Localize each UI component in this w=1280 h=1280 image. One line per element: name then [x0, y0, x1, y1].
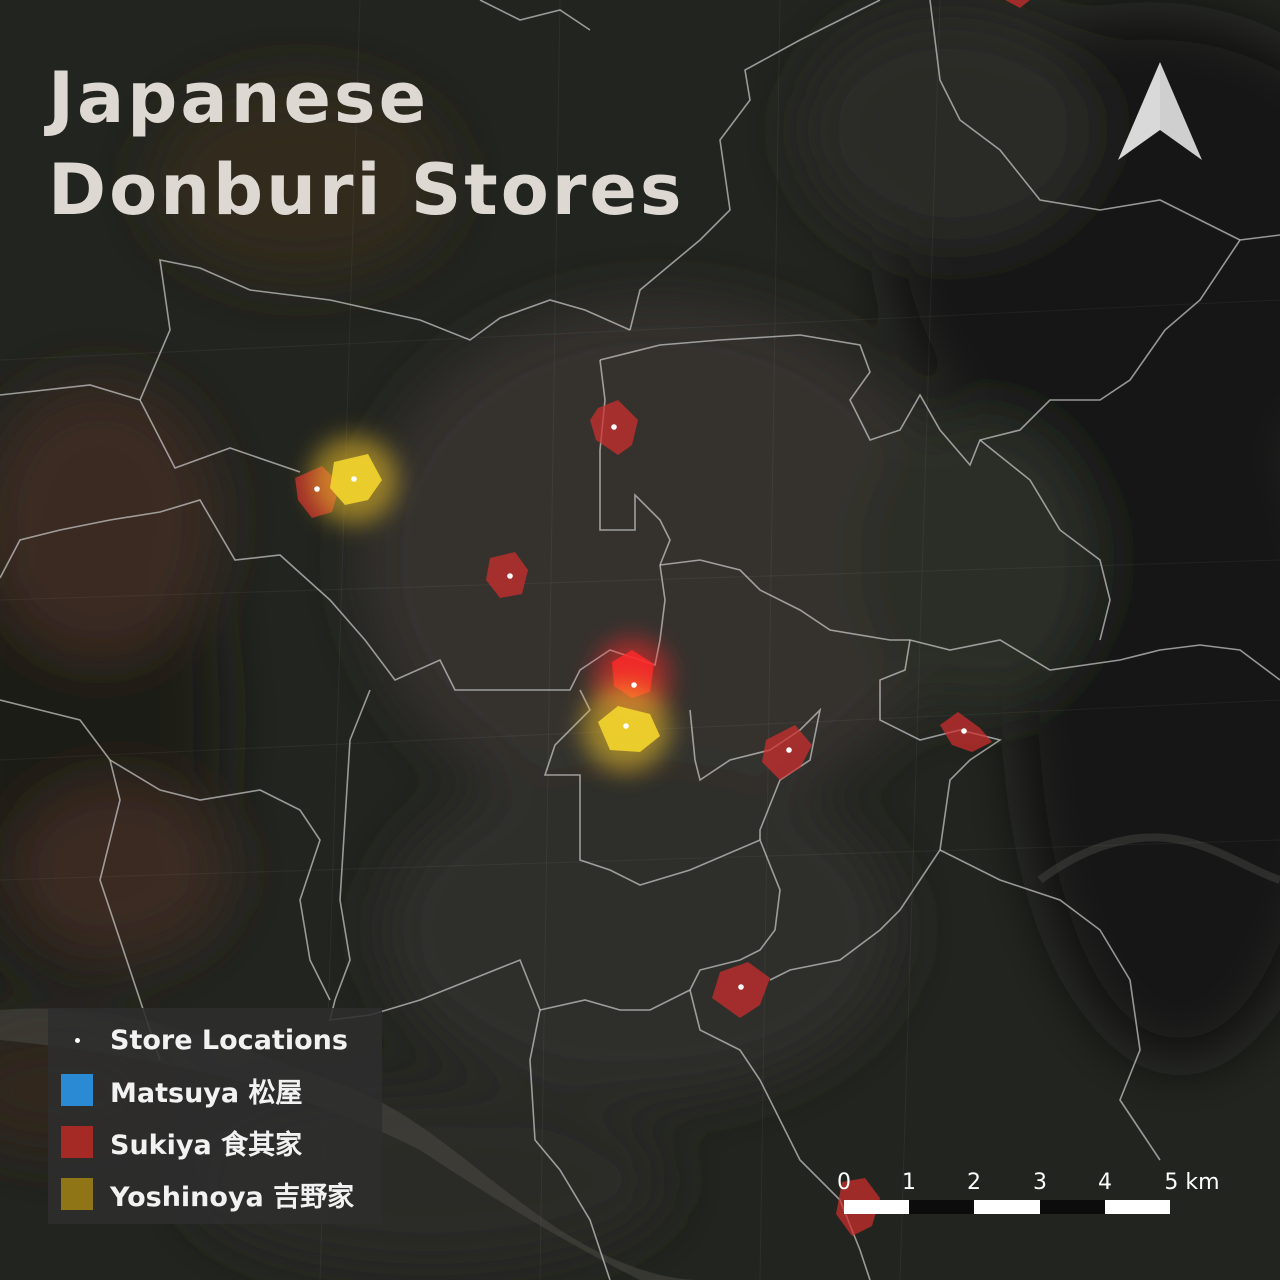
- scale-tick-label: 2: [967, 1170, 981, 1195]
- store-location-dot[interactable]: [623, 723, 629, 729]
- scale-tick-label: 1: [902, 1170, 916, 1195]
- yoshinoya-swatch: [61, 1178, 93, 1210]
- store-location-dot[interactable]: [738, 984, 744, 990]
- scale-segment: [974, 1200, 1040, 1214]
- matsuya-swatch: [61, 1074, 93, 1106]
- scale-segment: [1105, 1200, 1170, 1214]
- scale-tick-label: 0: [837, 1170, 851, 1195]
- legend-item-sukiya: Sukiya 食其家: [60, 1124, 303, 1161]
- legend-label: Yoshinoya 吉野家: [110, 1181, 355, 1213]
- sukiya-area[interactable]: [762, 725, 812, 780]
- sukiya-area[interactable]: [1005, 0, 1030, 8]
- store-location-dot[interactable]: [961, 728, 967, 734]
- store-location-dot[interactable]: [314, 486, 320, 492]
- scale-bar: 0 1 2 3 4 5 km: [828, 1164, 1248, 1224]
- legend-item-yoshinoya: Yoshinoya 吉野家: [60, 1176, 355, 1213]
- scale-tick-label: 3: [1033, 1170, 1047, 1195]
- sukiya-swatch: [61, 1126, 93, 1158]
- sukiya-area[interactable]: [712, 962, 770, 1018]
- store-dot-icon: [60, 1023, 94, 1057]
- store-locations: [314, 424, 967, 990]
- map-title: Japanese Donburi Stores: [48, 52, 685, 236]
- map-title-line-2: Donburi Stores: [48, 149, 685, 231]
- scale-tick-label: 4: [1098, 1170, 1112, 1195]
- store-location-dot[interactable]: [631, 682, 637, 688]
- sukiya-area[interactable]: [486, 552, 528, 598]
- store-location-dot[interactable]: [786, 747, 792, 753]
- north-arrow-icon: [1118, 62, 1202, 160]
- store-location-dot[interactable]: [611, 424, 617, 430]
- scale-segment: [909, 1200, 974, 1214]
- legend-item-store-locations: Store Locations: [60, 1022, 348, 1058]
- legend-label: Sukiya 食其家: [110, 1129, 303, 1161]
- map-title-line-1: Japanese: [48, 57, 430, 139]
- scale-tick-label: 5 km: [1164, 1170, 1220, 1195]
- legend-label: Matsuya 松屋: [110, 1077, 303, 1109]
- legend-label: Store Locations: [110, 1024, 348, 1056]
- scale-segment: [844, 1200, 909, 1214]
- store-location-dot[interactable]: [351, 476, 357, 482]
- store-location-dot[interactable]: [507, 573, 513, 579]
- scale-segment: [1040, 1200, 1105, 1214]
- map-legend: Store Locations Matsuya 松屋 Sukiya 食其家 Yo…: [48, 1008, 382, 1224]
- yoshinoya-area[interactable]: [598, 706, 660, 752]
- legend-item-matsuya: Matsuya 松屋: [60, 1072, 303, 1109]
